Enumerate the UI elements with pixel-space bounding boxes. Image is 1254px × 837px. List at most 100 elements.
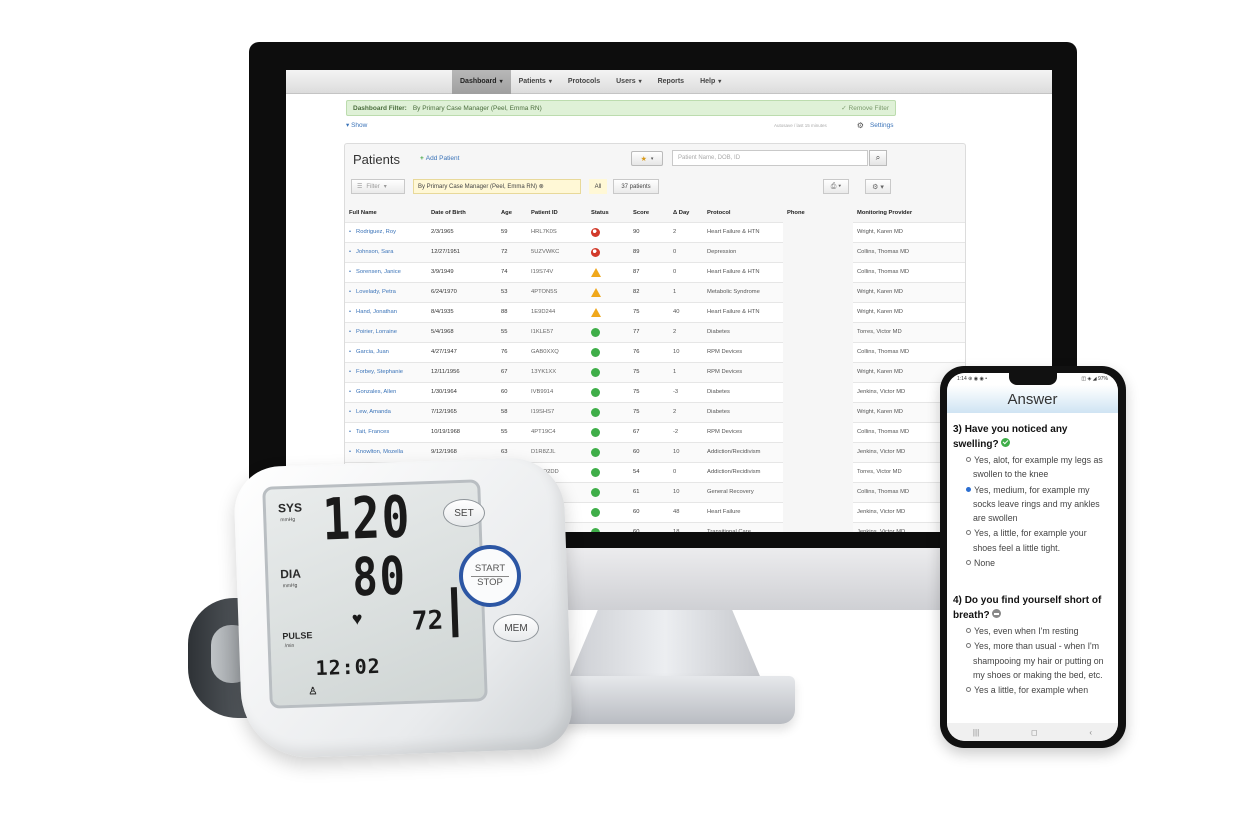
nav-reports[interactable]: Reports [650, 70, 692, 94]
column-header[interactable]: Score [629, 204, 669, 222]
bullet-icon: • [349, 229, 352, 235]
radio-button[interactable] [966, 628, 971, 634]
radio-button[interactable] [966, 530, 971, 536]
home-icon[interactable]: ◻ [1030, 727, 1038, 737]
column-header[interactable]: Full Name [345, 204, 427, 222]
table-row[interactable]: • Lew, Amanda 7/12/1965 58 I19SHS7 75 2 Diabete… [345, 401, 965, 422]
column-header[interactable]: Age [497, 204, 527, 222]
cell-provider: Collins, Thomas MD [853, 261, 965, 282]
radio-button[interactable] [966, 457, 971, 463]
start-stop-button[interactable]: START STOP [459, 545, 521, 607]
patient-name: Gonzales, Allen [356, 389, 397, 395]
nav-protocols[interactable]: Protocols [560, 70, 608, 94]
cell-score: 60 [629, 441, 669, 462]
show-link[interactable]: ▾ Show [346, 122, 368, 129]
add-patient-link[interactable]: + Add Patient [420, 155, 459, 162]
gear-icon[interactable]: ⚙ [856, 121, 864, 130]
nav-help[interactable]: Help ▾ [692, 70, 729, 94]
column-header[interactable]: Phone [783, 204, 853, 222]
cell-dob: 7/12/1965 [427, 401, 497, 422]
set-button[interactable]: SET [443, 499, 485, 527]
patient-name-link[interactable]: • Lew, Amanda [345, 401, 427, 422]
patient-name: Hand, Jonathan [356, 309, 397, 315]
questionnaire: 3) Have you noticed any swelling? Yes, a… [947, 417, 1118, 717]
column-header[interactable]: Date of Birth [427, 204, 497, 222]
filter-button[interactable]: ☰ Filter ▾ [351, 179, 405, 194]
cell-protocol: Diabetes [703, 381, 783, 402]
column-header[interactable]: Monitoring Provider [853, 204, 965, 222]
nav-users[interactable]: Users ▾ [608, 70, 649, 94]
column-header[interactable]: Status [587, 204, 629, 222]
table-settings-button[interactable]: ⚙ ▾ [865, 179, 891, 194]
table-row[interactable]: • Garcia, Juan 4/27/1947 76 GAB0XXQ 76 10 RPM D… [345, 341, 965, 362]
remove-filter-link[interactable]: ✓ Remove Filter [841, 105, 889, 112]
patient-name-link[interactable]: • Hand, Jonathan [345, 301, 427, 322]
active-filter-chip[interactable]: By Primary Case Manager (Peel, Emma RN) … [413, 179, 581, 194]
cell-pid: D1R8ZJL [527, 441, 587, 462]
answer-option[interactable]: Yes, medium, for example my socks leave … [953, 483, 1112, 526]
time-display: 12:02 [315, 653, 382, 681]
radio-button[interactable] [966, 559, 971, 565]
patient-count-chip: 37 patients [613, 179, 659, 194]
patient-name-link[interactable]: • Johnson, Sara [345, 241, 427, 262]
table-row[interactable]: • Forbey, Stephanie 12/11/1956 67 13YK1XX 75 1… [345, 361, 965, 382]
ok-icon [591, 367, 600, 377]
cell-age: 72 [497, 241, 527, 262]
column-header[interactable]: Patient ID [527, 204, 587, 222]
cell-score: 60 [629, 501, 669, 522]
answer-option[interactable]: Yes, more than usual - when I'm shampooi… [953, 639, 1112, 682]
column-header[interactable]: Protocol [703, 204, 783, 222]
table-row[interactable]: • Rodriguez, Roy 2/3/1965 59 HRL7K0S 90 2 Heart… [345, 221, 965, 242]
print-button[interactable]: ⎙ ▾ [823, 179, 849, 194]
answer-option[interactable]: Yes, a little, for example your shoes fe… [953, 526, 1112, 555]
cell-dob: 12/11/1956 [427, 361, 497, 382]
all-chip[interactable]: All [589, 179, 607, 194]
cell-age: 58 [497, 401, 527, 422]
radio-button[interactable] [966, 687, 971, 693]
recent-apps-icon[interactable]: ||| [972, 727, 980, 737]
nav-patients[interactable]: Patients ▾ [511, 70, 560, 94]
table-row[interactable]: • Tait, Frances 10/19/1968 55 4PT19C4 67 -2 RPM… [345, 421, 965, 442]
nav-dashboard[interactable]: Dashboard ▾ [452, 70, 511, 94]
patient-name-link[interactable]: • Knowlton, Mozella [345, 441, 427, 462]
cell-protocol: Metabolic Syndrome [703, 281, 783, 302]
patient-name-link[interactable]: • Tait, Frances [345, 421, 427, 442]
radio-button[interactable] [966, 486, 971, 492]
back-icon[interactable]: ‹ [1089, 727, 1093, 737]
favorites-button[interactable]: ★ ▾ [631, 151, 663, 166]
answer-option-text: None [974, 557, 996, 568]
table-row[interactable]: • Johnson, Sara 12/27/1951 72 5UZVWKC 89 0 Depr… [345, 241, 965, 262]
column-header[interactable]: Δ Day [669, 204, 703, 222]
patient-name-link[interactable]: • Garcia, Juan [345, 341, 427, 362]
table-row[interactable]: • Poirier, Lorraine 5/4/1968 55 I1KLE57 77 2 Di… [345, 321, 965, 342]
radio-button[interactable] [966, 643, 971, 649]
button-divider [471, 575, 509, 577]
patient-name: Johnson, Sara [356, 249, 394, 255]
status-cell [587, 501, 629, 522]
table-row[interactable]: • Sorensen, Janice 3/9/1949 74 I19S74V 87 0 Hea… [345, 261, 965, 282]
answer-option[interactable]: Yes a little, for example when [953, 683, 1112, 697]
table-row[interactable]: • Hand, Jonathan 8/4/1935 88 1E9D244 75 40 Hear… [345, 301, 965, 322]
mem-button[interactable]: MEM [493, 614, 539, 642]
patient-name-link[interactable]: • Sorensen, Janice [345, 261, 427, 282]
patient-name-link[interactable]: • Rodriguez, Roy [345, 221, 427, 242]
patient-name-link[interactable]: • Poirier, Lorraine [345, 321, 427, 342]
patient-name-link[interactable]: • Forbey, Stephanie [345, 361, 427, 382]
cell-protocol: RPM Devices [703, 361, 783, 382]
table-row[interactable]: • Knowlton, Mozella 9/12/1968 63 D1R8ZJL 60 10… [345, 441, 965, 462]
table-row[interactable]: • Gonzales, Allen 1/30/1964 60 IVB9914 75 -3 Di… [345, 381, 965, 402]
cell-dob: 9/12/1968 [427, 441, 497, 462]
answer-option[interactable]: Yes, alot, for example my legs as swolle… [953, 453, 1112, 482]
answer-option[interactable]: Yes, even when I'm resting [953, 624, 1112, 638]
table-body: • Rodriguez, Roy 2/3/1965 59 HRL7K0S 90 2 Heart… [345, 221, 965, 532]
cell-protocol: RPM Devices [703, 421, 783, 442]
patient-name-link[interactable]: • Lovelady, Petra [345, 281, 427, 302]
patient-name-link[interactable]: • Gonzales, Allen [345, 381, 427, 402]
search-button[interactable]: ⌕ [869, 150, 887, 166]
cell-score: 90 [629, 221, 669, 242]
settings-link[interactable]: Settings [869, 122, 894, 129]
table-row[interactable]: • Lovelady, Petra 6/24/1970 53 4PTON5S 82 1 Met… [345, 281, 965, 302]
answer-option[interactable]: None [953, 556, 1112, 570]
status-cell [587, 261, 629, 282]
patient-search-input[interactable]: Patient Name, DOB, ID [672, 150, 868, 166]
